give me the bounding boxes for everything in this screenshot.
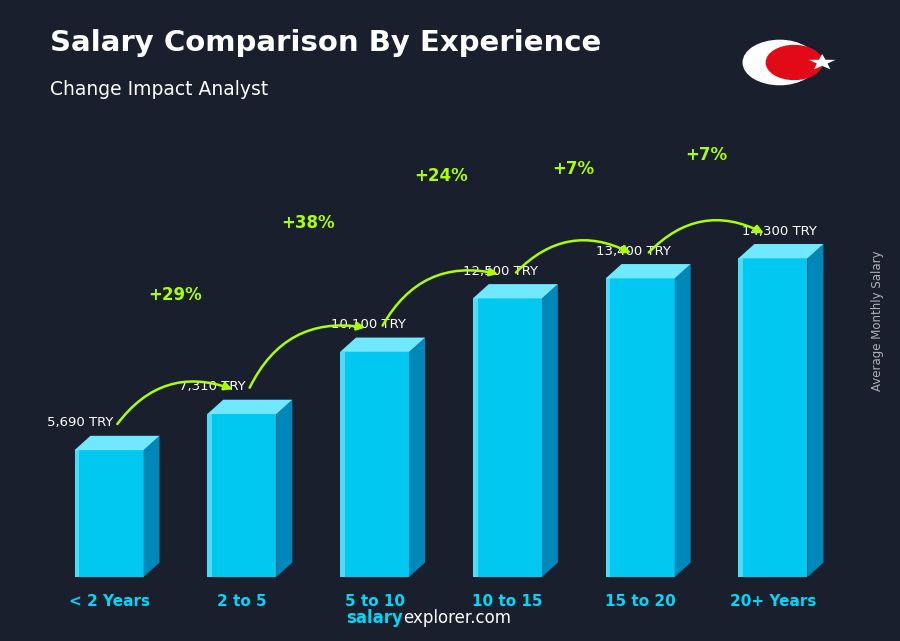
Bar	[75, 450, 144, 577]
Text: +38%: +38%	[282, 215, 335, 233]
Polygon shape	[809, 54, 835, 69]
Polygon shape	[410, 338, 425, 577]
Text: explorer.com: explorer.com	[403, 609, 511, 627]
Polygon shape	[340, 338, 425, 352]
Text: +29%: +29%	[148, 286, 202, 304]
Text: 15 to 20: 15 to 20	[605, 594, 676, 610]
Text: +24%: +24%	[414, 167, 468, 185]
Text: 12,500 TRY: 12,500 TRY	[464, 265, 538, 278]
Circle shape	[766, 46, 823, 79]
Bar	[207, 414, 212, 577]
Polygon shape	[738, 244, 824, 258]
Text: 2 to 5: 2 to 5	[217, 594, 266, 610]
Bar	[738, 258, 807, 577]
Bar	[472, 299, 478, 577]
Polygon shape	[276, 400, 292, 577]
Polygon shape	[75, 436, 159, 450]
Text: Salary Comparison By Experience: Salary Comparison By Experience	[50, 29, 601, 57]
Text: 10,100 TRY: 10,100 TRY	[330, 318, 405, 331]
Polygon shape	[675, 264, 690, 577]
Bar	[340, 352, 410, 577]
Bar	[606, 278, 610, 577]
Bar	[738, 258, 743, 577]
Text: 5 to 10: 5 to 10	[345, 594, 405, 610]
Text: 13,400 TRY: 13,400 TRY	[596, 245, 671, 258]
Text: Average Monthly Salary: Average Monthly Salary	[871, 250, 884, 391]
Polygon shape	[207, 400, 292, 414]
Bar	[606, 278, 675, 577]
Bar	[207, 414, 276, 577]
Polygon shape	[606, 264, 690, 278]
Text: +7%: +7%	[686, 146, 727, 164]
Polygon shape	[542, 284, 558, 577]
Text: 14,300 TRY: 14,300 TRY	[742, 224, 817, 238]
Text: 10 to 15: 10 to 15	[472, 594, 543, 610]
Bar	[75, 450, 79, 577]
Text: < 2 Years: < 2 Years	[68, 594, 149, 610]
Text: 7,310 TRY: 7,310 TRY	[179, 380, 246, 394]
Bar	[472, 299, 542, 577]
Text: salary: salary	[346, 609, 403, 627]
Polygon shape	[472, 284, 558, 299]
Text: +7%: +7%	[553, 160, 595, 178]
Polygon shape	[144, 436, 159, 577]
Polygon shape	[807, 244, 824, 577]
Circle shape	[743, 40, 816, 85]
Bar	[340, 352, 345, 577]
Text: 20+ Years: 20+ Years	[730, 594, 816, 610]
Text: Change Impact Analyst: Change Impact Analyst	[50, 80, 268, 99]
Text: 5,690 TRY: 5,690 TRY	[47, 417, 113, 429]
